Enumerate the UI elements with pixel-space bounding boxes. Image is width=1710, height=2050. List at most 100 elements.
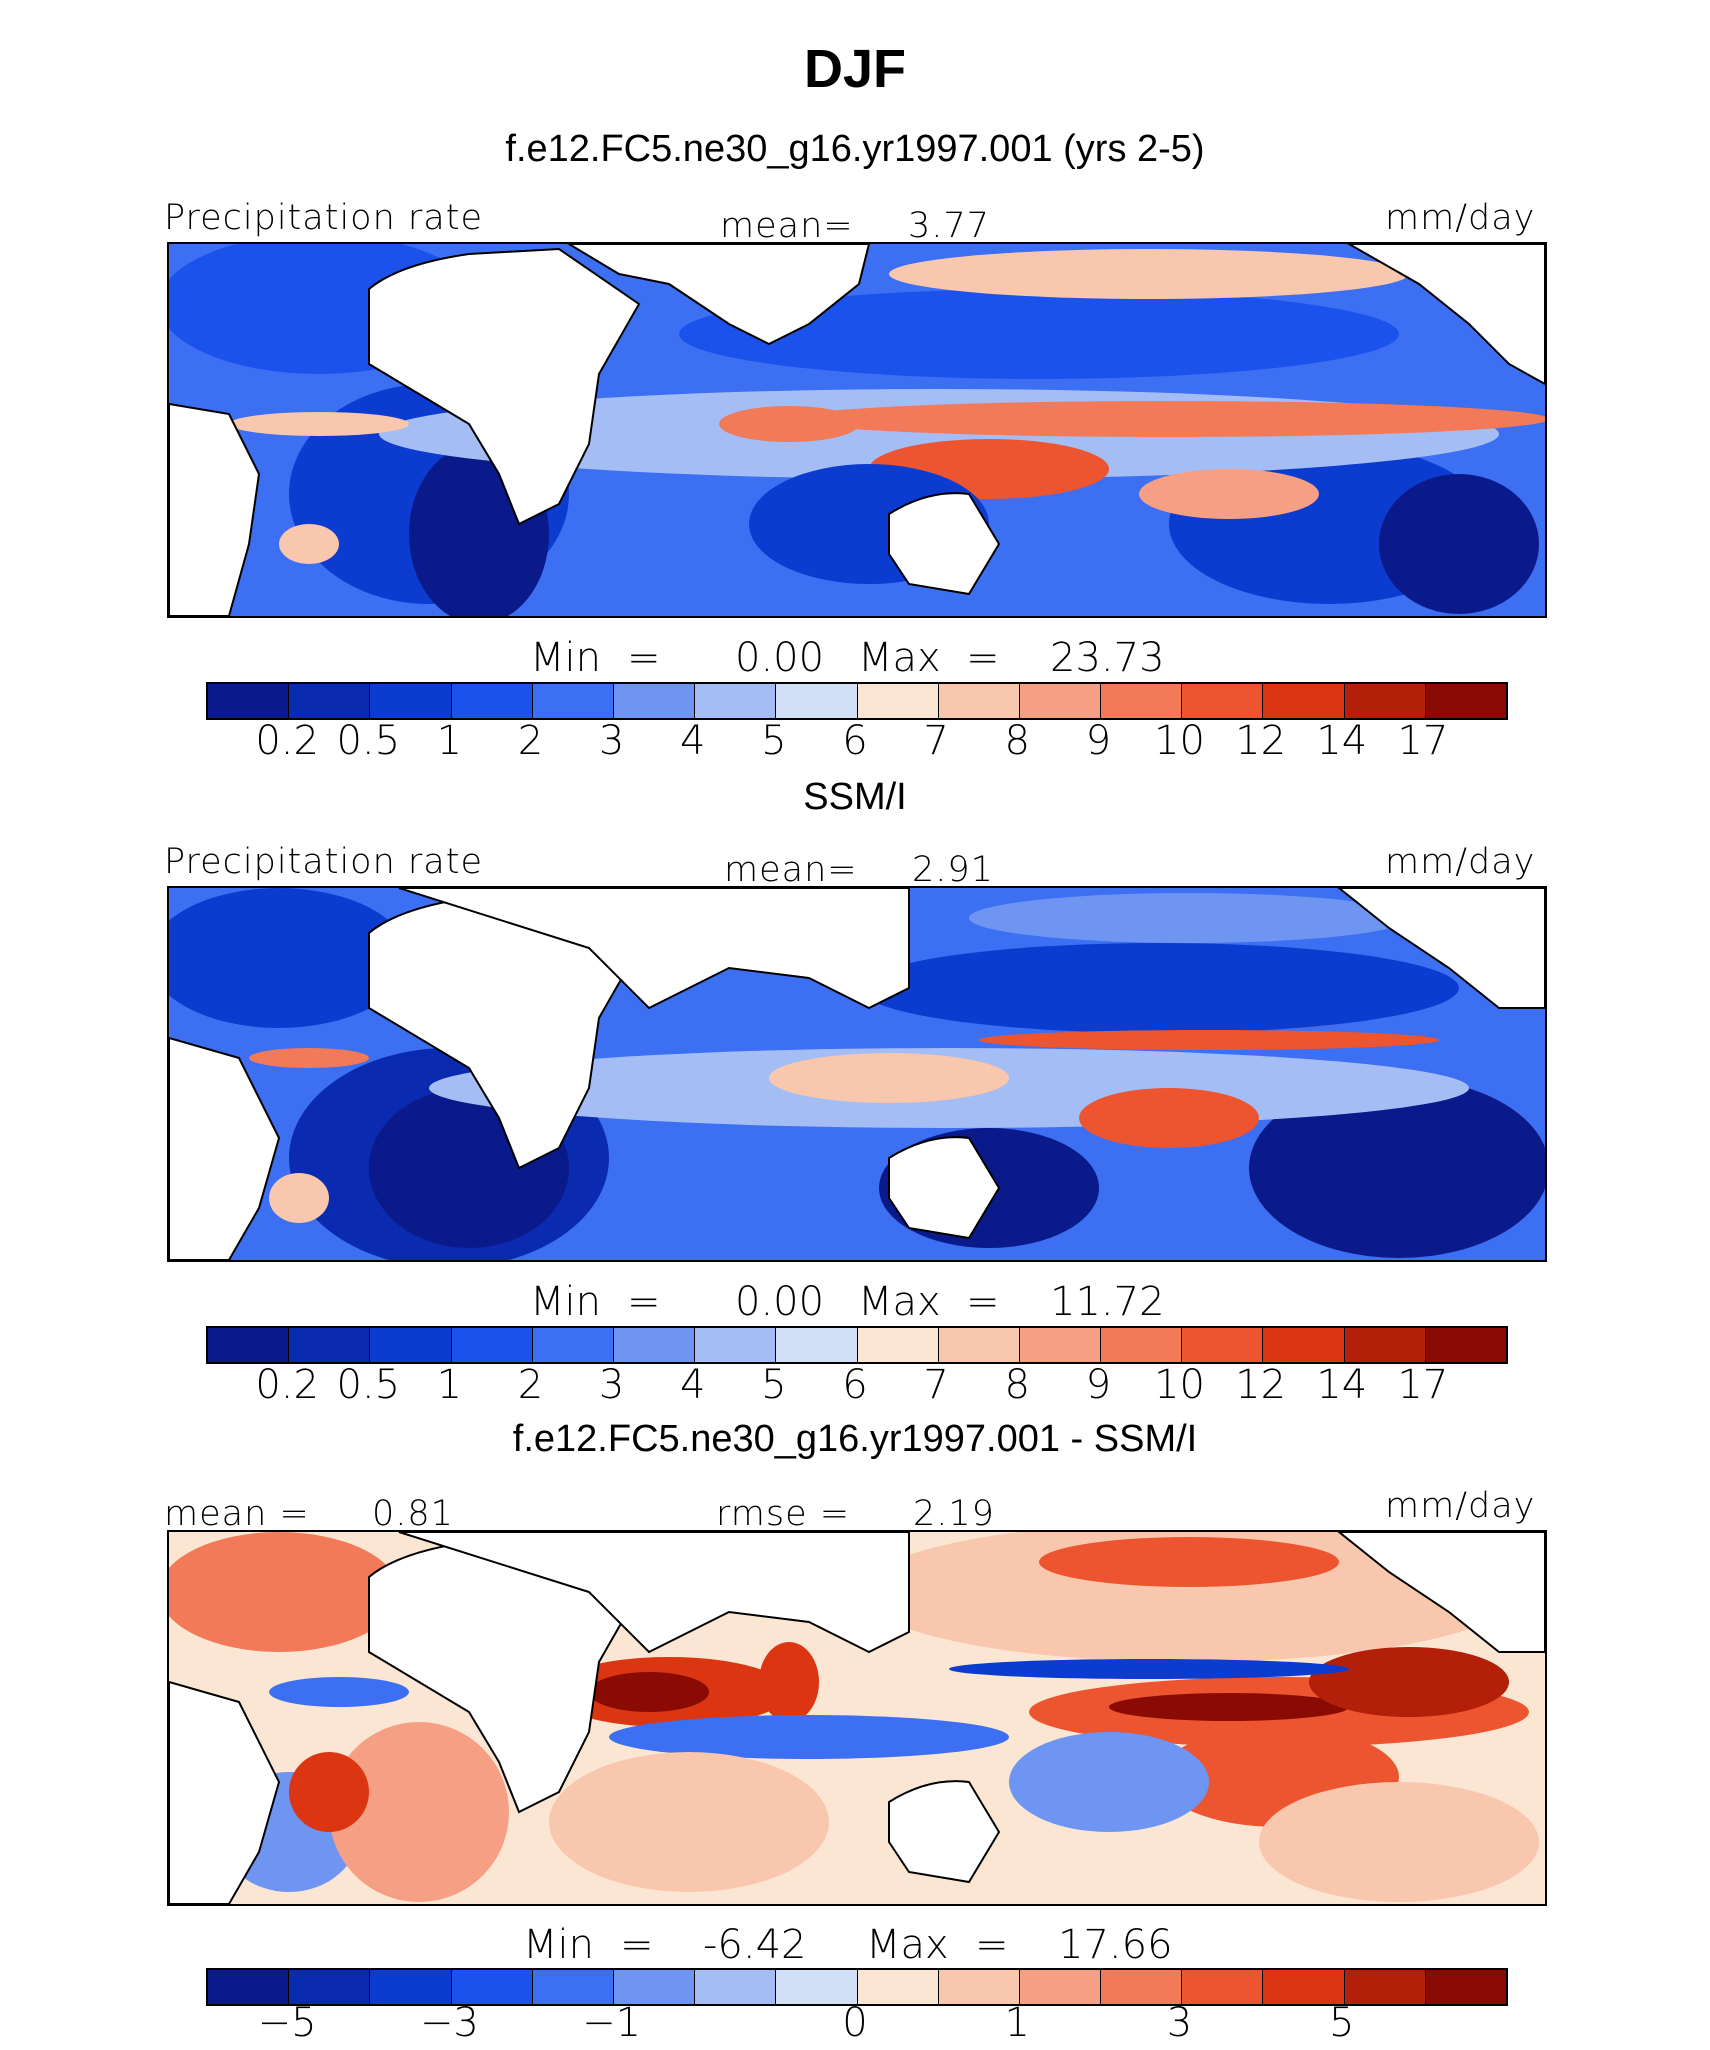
colorbar-tick-label: 2: [517, 718, 544, 764]
colorbar-tick-label: 0.2: [255, 718, 319, 764]
colorbar-swatch: [1101, 1328, 1183, 1362]
colorbar-tick-label: 2: [517, 1362, 544, 1408]
panel1-colorbar: [206, 682, 1508, 720]
panel3-min-value: -6.42: [703, 1922, 807, 1968]
colorbar-swatch: [1182, 1970, 1264, 2004]
colorbar-swatch: [532, 684, 614, 718]
colorbar-swatch: [695, 684, 777, 718]
colorbar-swatch: [532, 1328, 614, 1362]
panel1-min-eq: =: [627, 635, 661, 681]
colorbar-swatch: [1101, 684, 1183, 718]
colorbar-swatch: [695, 1328, 777, 1362]
panel1-max-value: 23.73: [1050, 635, 1165, 681]
colorbar-swatch: [938, 684, 1020, 718]
colorbar-tick-label: 0.5: [336, 1362, 401, 1408]
panel2-mean-value: 2.91: [912, 850, 994, 890]
colorbar-tick-label: 9: [1085, 1362, 1112, 1408]
colorbar-swatch: [1425, 1328, 1506, 1362]
colorbar-swatch: [1344, 1970, 1426, 2004]
colorbar-swatch: [370, 1970, 452, 2004]
colorbar-tick-label: 6: [842, 718, 868, 764]
colorbar-tick-label: 4: [680, 1362, 706, 1408]
panel2-map: [167, 886, 1547, 1262]
panel2-variable-label: Precipitation rate: [164, 842, 483, 882]
colorbar-swatch: [1263, 1970, 1345, 2004]
colorbar-tick-label: −1: [582, 2000, 642, 2046]
colorbar-swatch: [289, 1970, 371, 2004]
colorbar-tick-label: 3: [1166, 2000, 1193, 2046]
colorbar-tick-label: 0.2: [255, 1362, 319, 1408]
colorbar-tick-label: 3: [598, 1362, 625, 1408]
colorbar-tick-label: 8: [1004, 1362, 1030, 1408]
panel2-min-value: 0.00: [735, 1279, 825, 1325]
colorbar-tick-label: −5: [257, 2000, 317, 2046]
colorbar-tick-label: −3: [419, 2000, 479, 2046]
panel1-max-eq: =: [966, 635, 1000, 681]
colorbar-tick-label: 9: [1085, 718, 1112, 764]
colorbar-tick-label: 6: [842, 1362, 868, 1408]
panel2-min-eq: =: [627, 1279, 661, 1325]
colorbar-tick-label: 0: [842, 2000, 868, 2046]
panel1-subtitle: f.e12.FC5.ne30_g16.yr1997.001 (yrs 2-5): [505, 128, 1205, 170]
panel2-min-label: Min: [530, 1279, 601, 1325]
panel2-mean-label: mean=: [724, 850, 858, 890]
colorbar-swatch: [1019, 1328, 1102, 1362]
panel3-colorbar-ticks: −5 −3 −1 0 1 3 5: [206, 2000, 1504, 2050]
panel3-mean-label: mean =: [164, 1494, 310, 1534]
panel2-max-value: 11.72: [1050, 1279, 1165, 1325]
panel1-mean-label: mean=: [720, 206, 854, 246]
colorbar-tick-label: 14: [1316, 1362, 1368, 1408]
panel3-subtitle: f.e12.FC5.ne30_g16.yr1997.001 - SSM/I: [512, 1418, 1198, 1460]
panel3-mean-value: 0.81: [372, 1494, 454, 1534]
panel2-subtitle: SSM/I: [803, 776, 907, 818]
colorbar-tick-label: 7: [923, 1362, 949, 1408]
panel2-units-label: mm/day: [1385, 842, 1536, 882]
colorbar-swatch: [1182, 1328, 1264, 1362]
colorbar-swatch: [208, 684, 290, 718]
panel3-colorbar: [206, 1968, 1508, 2006]
colorbar-tick-label: 7: [923, 718, 949, 764]
colorbar-swatch: [857, 1328, 939, 1362]
panel3-units-label: mm/day: [1385, 1486, 1536, 1526]
colorbar-swatch: [208, 1970, 290, 2004]
panel3-min-label: Min: [523, 1922, 594, 1968]
colorbar-swatch: [1425, 684, 1506, 718]
panel1-max-label: Max: [858, 635, 941, 681]
colorbar-tick-label: 5: [761, 1362, 787, 1408]
colorbar-tick-label: 8: [1004, 718, 1030, 764]
colorbar-swatch: [289, 1328, 371, 1362]
panel1-map: [167, 242, 1547, 618]
colorbar-swatch: [370, 1328, 452, 1362]
panel3-min-eq: =: [620, 1922, 654, 1968]
colorbar-swatch: [1344, 684, 1426, 718]
colorbar-swatch: [695, 1970, 777, 2004]
colorbar-swatch: [776, 1328, 858, 1362]
colorbar-swatch: [451, 684, 533, 718]
colorbar-swatch: [1019, 1970, 1102, 2004]
colorbar-swatch: [613, 684, 696, 718]
colorbar-tick-label: 17: [1397, 1362, 1449, 1408]
colorbar-tick-label: 3: [598, 718, 625, 764]
colorbar-swatch: [857, 1970, 939, 2004]
figure-title: DJF: [803, 39, 906, 99]
colorbar-tick-label: 1: [436, 718, 463, 764]
colorbar-swatch: [289, 684, 371, 718]
colorbar-tick-label: 17: [1397, 718, 1449, 764]
colorbar-tick-label: 1: [436, 1362, 463, 1408]
colorbar-tick-label: 14: [1316, 718, 1368, 764]
colorbar-swatch: [1101, 1970, 1183, 2004]
colorbar-tick-label: 5: [1329, 2000, 1355, 2046]
panel3-max-value: 17.66: [1058, 1922, 1173, 1968]
colorbar-swatch: [776, 1970, 858, 2004]
colorbar-swatch: [613, 1970, 696, 2004]
colorbar-tick-label: 5: [761, 718, 787, 764]
colorbar-swatch: [857, 684, 939, 718]
colorbar-swatch: [1182, 684, 1264, 718]
panel1-min-value: 0.00: [735, 635, 825, 681]
colorbar-tick-label: 12: [1235, 718, 1287, 764]
panel3-max-label: Max: [866, 1922, 949, 1968]
panel1-field: [169, 244, 1545, 616]
colorbar-swatch: [776, 684, 858, 718]
panel2-max-label: Max: [858, 1279, 941, 1325]
panel3-rmse-label: rmse =: [716, 1494, 851, 1534]
